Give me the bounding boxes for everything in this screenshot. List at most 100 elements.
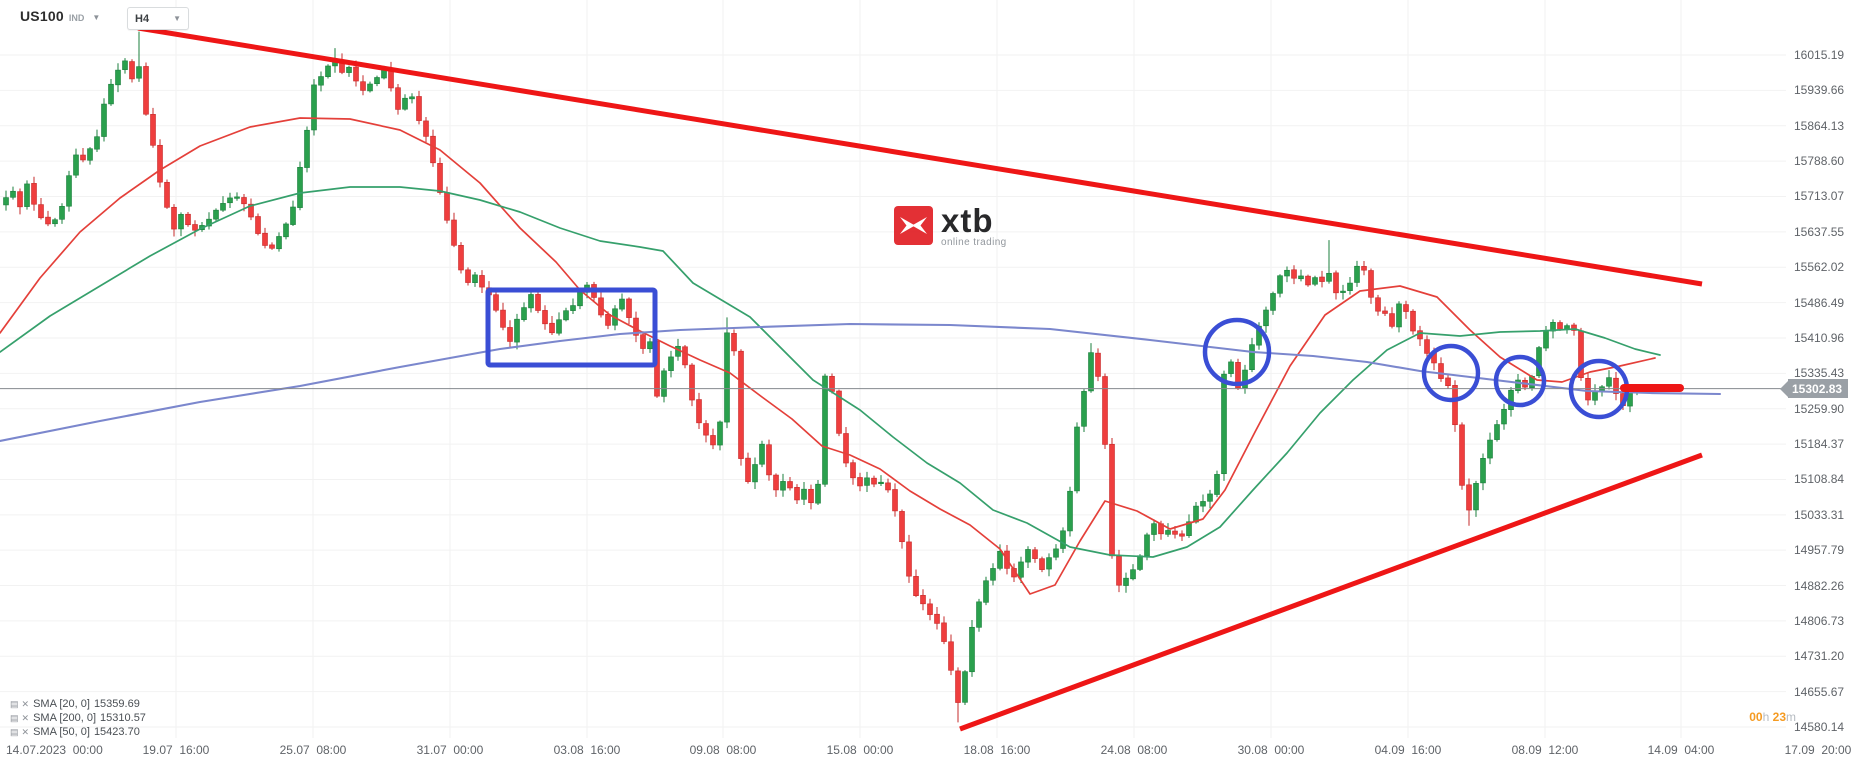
candle-body [206, 218, 212, 227]
retest-circle-annotation-1[interactable] [1202, 317, 1272, 387]
candle-body [52, 219, 58, 225]
timeframe-selector[interactable]: H4 ▼ [127, 7, 189, 30]
candle-body [290, 206, 296, 225]
indicator-remove-icon[interactable]: ✕ [21, 698, 30, 709]
date-axis-label: 31.07 00:00 [416, 743, 484, 757]
price-axis-label: 14882.26 [1794, 578, 1845, 593]
candle-body [164, 181, 170, 208]
sma-20-line [0, 117, 1656, 595]
candle-body [857, 477, 863, 487]
price-axis-label: 15410.96 [1794, 330, 1845, 345]
candle-body [563, 310, 569, 321]
indicator-settings-icon[interactable]: ▤ [10, 713, 19, 723]
candle-body [416, 96, 422, 121]
candle-body [1214, 474, 1220, 495]
candle-body [1046, 557, 1052, 570]
candle-body [1319, 276, 1325, 282]
candle-body [444, 192, 450, 221]
candle-body [640, 334, 646, 349]
candle-body [1382, 310, 1388, 314]
indicator-legend-row: ▤ ✕ SMA [50, 0] 15423.70 [10, 725, 146, 739]
candle-body [864, 477, 870, 486]
candle-body [1179, 533, 1185, 537]
indicator-value: 15359.69 [93, 698, 140, 710]
candle-body [1487, 439, 1493, 459]
candle-body [31, 183, 37, 205]
indicator-legend-row: ▤ ✕ SMA [20, 0] 15359.69 [10, 697, 146, 711]
candle-body [1515, 379, 1521, 391]
candle-body [122, 60, 128, 70]
price-axis-label: 14806.73 [1794, 613, 1845, 628]
candle-body [815, 483, 821, 504]
candle-body [850, 462, 856, 479]
candle-body [1459, 424, 1465, 486]
indicator-remove-icon[interactable]: ✕ [21, 726, 30, 737]
candle-body [1312, 277, 1318, 285]
indicator-value: 15423.70 [93, 726, 140, 738]
instrument-symbol: US100 [20, 8, 64, 24]
timeframe-value: H4 [135, 12, 150, 25]
date-axis-label: 17.09 20:00 [1784, 743, 1852, 757]
candle-body [3, 197, 9, 206]
candle-body [220, 203, 226, 211]
candle-body [521, 307, 527, 320]
candle-body [745, 457, 751, 482]
price-axis-label: 15108.84 [1794, 472, 1845, 487]
candle-body [871, 477, 877, 485]
date-axis-label: 15.08 00:00 [826, 743, 894, 757]
candle-body [780, 481, 786, 491]
candle-body [1130, 569, 1136, 580]
candle-body [1340, 290, 1346, 293]
price-level-arrow-annotation[interactable] [1620, 384, 1684, 392]
candle-body [899, 511, 905, 543]
candle-body [367, 83, 373, 92]
candle-body [934, 613, 940, 624]
price-axis-label: 14655.67 [1794, 684, 1845, 699]
consolidation-rectangle-annotation[interactable] [485, 287, 658, 368]
candle-body [948, 641, 954, 671]
price-axis-label: 15033.31 [1794, 507, 1845, 522]
candle-body [395, 87, 401, 110]
candle-body [689, 364, 695, 401]
retest-circle-annotation-3[interactable] [1493, 354, 1547, 408]
candle-body [1354, 265, 1360, 283]
candle-body [38, 204, 44, 219]
candle-body [192, 224, 198, 231]
candle-body [1333, 272, 1339, 294]
indicator-label: SMA [50, 0] [33, 726, 90, 738]
candle-body [304, 129, 310, 168]
date-axis-label: 24.08 08:00 [1100, 743, 1168, 757]
retest-circle-annotation-2[interactable] [1421, 343, 1481, 403]
current-price-badge: 15302.83 [1788, 379, 1849, 399]
candle-body [906, 541, 912, 577]
candle-body [1249, 344, 1255, 370]
candle-body [682, 346, 688, 366]
upper-resistance-trendline[interactable] [137, 25, 1703, 287]
price-axis-label: 15939.66 [1794, 83, 1845, 98]
price-axis-label: 15335.43 [1794, 366, 1845, 381]
candle-body [255, 216, 261, 234]
instrument-header[interactable]: US100 IND ▼ [20, 8, 100, 24]
candle-body [325, 65, 331, 77]
candle-body [724, 332, 730, 423]
candle-body [241, 197, 247, 205]
candle-body [773, 474, 779, 491]
candle-body [66, 175, 72, 207]
lower-support-trendline[interactable] [959, 452, 1703, 732]
candle-body [94, 136, 100, 150]
candle-body [1424, 339, 1430, 354]
price-axis-label: 15864.13 [1794, 118, 1845, 133]
date-axis-label: 19.07 16:00 [142, 743, 210, 757]
candle-body [80, 154, 86, 161]
candle-body [1571, 324, 1577, 331]
candle-body [619, 298, 625, 310]
indicator-settings-icon[interactable]: ▤ [10, 699, 19, 709]
price-axis-label: 15184.37 [1794, 437, 1845, 452]
indicator-remove-icon[interactable]: ✕ [21, 712, 30, 723]
indicator-settings-icon[interactable]: ▤ [10, 727, 19, 737]
price-axis-label: 14731.20 [1794, 649, 1845, 664]
candle-body [101, 103, 107, 137]
candle-body [1207, 493, 1213, 502]
indicator-label: SMA [200, 0] [33, 712, 97, 724]
